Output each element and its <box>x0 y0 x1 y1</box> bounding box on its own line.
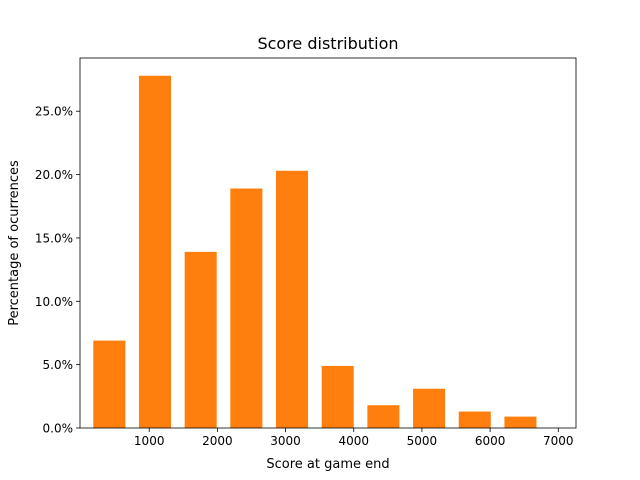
y-tick-label: 25.0% <box>35 105 73 119</box>
y-axis-label: Percentage of ocurrences <box>7 160 22 326</box>
bar <box>184 251 217 428</box>
x-axis-ticks: 1000 2000 3000 4000 5000 6000 7000 <box>134 428 574 448</box>
x-tick-label: 6000 <box>475 434 506 448</box>
bar <box>413 388 446 428</box>
x-axis-label: Score at game end <box>266 457 389 472</box>
bar <box>276 170 309 428</box>
bar <box>138 75 172 429</box>
x-tick-label: 3000 <box>270 434 301 448</box>
y-tick-label: 20.0% <box>35 168 73 182</box>
plot-frame <box>79 57 577 429</box>
bar <box>367 405 400 428</box>
x-tick-label: 1000 <box>134 434 165 448</box>
bar <box>93 340 126 428</box>
bar <box>504 416 537 428</box>
y-tick-label: 5.0% <box>43 358 74 372</box>
y-tick-label: 10.0% <box>35 295 73 309</box>
chart-title: Score distribution <box>257 34 398 53</box>
bar <box>321 365 354 428</box>
bar <box>458 411 491 428</box>
y-axis-ticks: 0.0% 5.0% 10.0% 15.0% 20.0% 25.0% <box>35 105 80 436</box>
x-tick-label: 4000 <box>338 434 369 448</box>
bars-group <box>93 75 537 429</box>
x-tick-label: 7000 <box>543 434 574 448</box>
y-tick-label: 15.0% <box>35 231 73 245</box>
y-tick-label: 0.0% <box>43 422 74 436</box>
x-tick-label: 2000 <box>202 434 233 448</box>
bar <box>230 188 263 428</box>
x-tick-label: 5000 <box>407 434 438 448</box>
